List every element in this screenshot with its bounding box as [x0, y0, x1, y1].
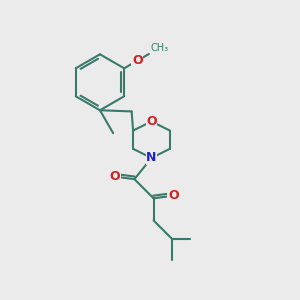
Text: CH₃: CH₃	[150, 43, 169, 52]
Text: O: O	[168, 189, 178, 203]
Text: O: O	[132, 54, 143, 67]
Text: O: O	[146, 115, 157, 128]
Text: N: N	[146, 152, 157, 164]
Text: O: O	[110, 170, 120, 183]
